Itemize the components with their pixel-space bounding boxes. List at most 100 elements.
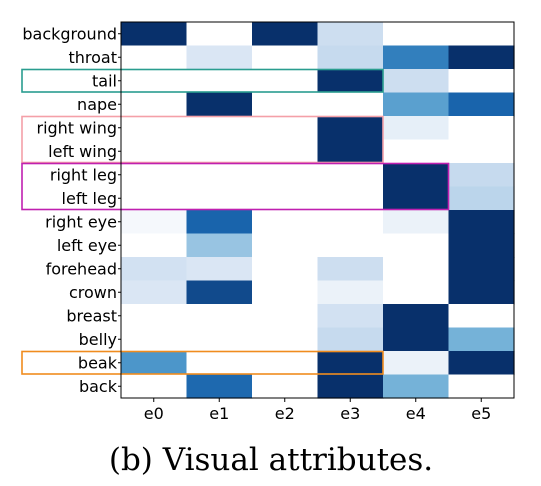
heatmap-cell (252, 351, 319, 376)
heatmap-cell (317, 351, 384, 376)
heatmap-cell (317, 304, 384, 329)
heatmap-cell (252, 69, 319, 94)
column-label: e0 (144, 404, 164, 423)
heatmap-cell (317, 186, 384, 211)
heatmap-cell (383, 351, 450, 376)
highlight-box (21, 162, 450, 211)
row-label: throat (68, 48, 117, 67)
column-label: e1 (209, 404, 229, 423)
row-label: belly (79, 330, 117, 349)
heatmap-cell (448, 92, 515, 117)
heatmap-cell (252, 257, 319, 282)
heatmap-cell (383, 186, 450, 211)
heatmap-cell (317, 210, 384, 235)
heatmap-cell (121, 257, 188, 282)
heatmap-cell (383, 233, 450, 258)
row-label: left eye (57, 236, 117, 255)
heatmap-cell (121, 280, 188, 305)
heatmap-cell (186, 163, 253, 188)
heatmap-cell (317, 327, 384, 352)
heatmap-cell (317, 257, 384, 282)
highlight-box (21, 115, 384, 164)
row-labels: background throat tail nape right wing left w… (22, 24, 121, 396)
heatmap-cell (252, 92, 319, 117)
heatmap-cell (186, 304, 253, 329)
heatmap-cell (186, 139, 253, 164)
heatmap-cell (448, 69, 515, 94)
column-label: e3 (340, 404, 360, 423)
highlight-boxes (21, 68, 450, 375)
heatmap-cell (317, 45, 384, 70)
row-label: right wing (36, 118, 117, 137)
heatmap-cell (121, 139, 188, 164)
heatmap-cell (186, 186, 253, 211)
heatmap-cell (317, 22, 384, 47)
heatmap-cell (383, 45, 450, 70)
heatmap-cell (121, 22, 188, 47)
heatmap-cell (121, 210, 188, 235)
heatmap-cell (448, 45, 515, 70)
heatmap-cell (383, 92, 450, 117)
heatmap-cell (186, 233, 253, 258)
row-label: right leg (50, 165, 117, 184)
heatmap-cell (383, 280, 450, 305)
heatmap-cell (252, 304, 319, 329)
heatmap-cell (252, 45, 319, 70)
heatmap-cell (383, 210, 450, 235)
heatmap-cell (252, 163, 319, 188)
heatmap-cell (448, 351, 515, 376)
row-label: back (79, 377, 118, 396)
heatmap-cell (252, 280, 319, 305)
heatmap-cell (186, 45, 253, 70)
heatmap-cell (121, 186, 188, 211)
heatmap-cell (186, 210, 253, 235)
heatmap-cell (317, 92, 384, 117)
heatmap-cell (121, 92, 188, 117)
row-label: forehead (46, 259, 117, 278)
heatmap-cell (448, 139, 515, 164)
row-label: tail (92, 71, 117, 90)
heatmap-cell (121, 327, 188, 352)
heatmap-cell (383, 327, 450, 352)
heatmap-cell (448, 116, 515, 141)
heatmap-cell (252, 139, 319, 164)
heatmap-cell (121, 163, 188, 188)
heatmap-cell (317, 280, 384, 305)
heatmap-cell (317, 233, 384, 258)
row-label: background (22, 24, 117, 43)
heatmap-cell (186, 351, 253, 376)
column-labels: e0 e1 e2 e3 e4 e5 (144, 398, 491, 423)
heatmap-cell (317, 69, 384, 94)
row-label: left wing (48, 142, 117, 161)
heatmap-cell (317, 139, 384, 164)
heatmap-cell (383, 116, 450, 141)
heatmap-cell (448, 327, 515, 352)
heatmap-cell (121, 351, 188, 376)
heatmap-cell (121, 116, 188, 141)
heatmap-cell (186, 22, 253, 47)
heatmap-cell (383, 304, 450, 329)
heatmap-cell (121, 45, 188, 70)
heatmap-cell (121, 374, 188, 399)
highlight-box (21, 350, 384, 375)
row-label: left leg (62, 189, 117, 208)
heatmap-cell (383, 257, 450, 282)
heatmap-cell (186, 92, 253, 117)
heatmap-cell (252, 233, 319, 258)
heatmap-cell (383, 374, 450, 399)
heatmap-cell (252, 210, 319, 235)
highlight-box (21, 68, 384, 93)
heatmap-cell (448, 233, 515, 258)
heatmap-cell (252, 374, 319, 399)
heatmap-cell (383, 139, 450, 164)
heatmap-cell (186, 280, 253, 305)
heatmap-cell (383, 163, 450, 188)
heatmap-cell (383, 22, 450, 47)
heatmap-cell (448, 257, 515, 282)
row-label: right eye (45, 212, 117, 231)
heatmap-cell (252, 116, 319, 141)
heatmap-cell (121, 69, 188, 94)
heatmap-cell (317, 163, 384, 188)
heatmap-cell (186, 327, 253, 352)
